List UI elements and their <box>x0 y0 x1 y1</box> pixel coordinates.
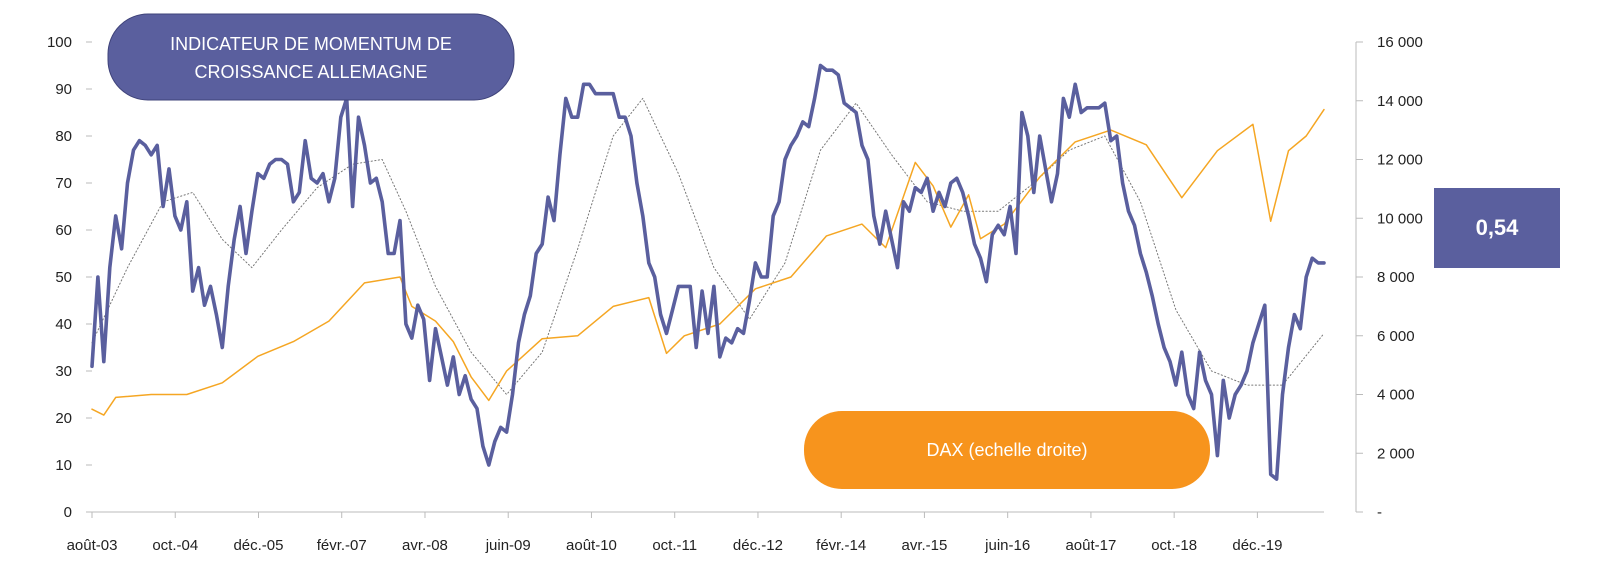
x-tick-label: oct.-11 <box>652 537 697 554</box>
series-smoothed-line <box>91 97 1325 395</box>
y-right-tick-label: 14 000 <box>1377 93 1423 110</box>
legend-momentum-badge <box>107 13 515 101</box>
legend-dax-badge <box>804 411 1210 489</box>
y-right-tick-label: 12 000 <box>1377 152 1423 169</box>
x-tick-label: août-10 <box>566 537 617 554</box>
series-momentum-line <box>90 63 1326 481</box>
y-right-tick-label: 4 000 <box>1377 387 1415 404</box>
y-left-tick-label: 40 <box>55 316 72 333</box>
x-tick-label: juin-09 <box>485 537 531 554</box>
legend-dax: DAX (echelle droite) <box>804 411 1210 489</box>
axes: 0 10 20 30 40 50 60 70 80 90 100 - 2 000 4 000 6 000 8 … <box>47 34 1423 554</box>
legends: INDICATEUR DE MOMENTUM DE CROISSANCE ALL… <box>107 13 1210 489</box>
x-tick-label: oct.-18 <box>1151 537 1197 554</box>
series-layer <box>90 63 1326 481</box>
legend-momentum-line-2: CROISSANCE ALLEMAGNE <box>194 62 427 82</box>
y-left-tick-label: 100 <box>47 34 72 51</box>
x-tick-label: déc.-12 <box>733 537 783 554</box>
y-right-tick-label: 16 000 <box>1377 34 1423 51</box>
x-tick-label: févr.-14 <box>816 537 866 554</box>
x-tick-label: juin-16 <box>984 537 1030 554</box>
y-right-tick-label: 6 000 <box>1377 328 1415 345</box>
y-right-tick-label: 2 000 <box>1377 445 1415 462</box>
value-annotation: 0,54 <box>1475 215 1519 240</box>
y-left-tick-label: 70 <box>55 175 72 192</box>
y-left-tick-label: 30 <box>55 363 72 380</box>
legend-momentum: INDICATEUR DE MOMENTUM DE CROISSANCE ALL… <box>107 13 515 101</box>
y-left-tick-label: 10 <box>55 457 72 474</box>
y-left-tick-label: 90 <box>55 81 72 98</box>
x-tick-label: févr.-07 <box>317 537 367 554</box>
y-right-tick-label: - <box>1377 504 1382 521</box>
x-tick-label: avr.-15 <box>902 537 948 554</box>
y-left-tick-label: 20 <box>55 410 72 427</box>
y-left-tick-label: 50 <box>55 269 72 286</box>
x-tick-label: oct.-04 <box>152 537 198 554</box>
y-right-tick-label: 8 000 <box>1377 269 1415 286</box>
series-dax-line <box>91 108 1325 416</box>
x-tick-label: avr.-08 <box>402 537 448 554</box>
legend-momentum-line-1: INDICATEUR DE MOMENTUM DE <box>170 34 452 54</box>
x-tick-label: août-03 <box>67 537 118 554</box>
y-right-tick-label: 10 000 <box>1377 210 1423 227</box>
value-annotation-box: 0,54 <box>1434 188 1560 268</box>
x-tick-label: déc.-05 <box>233 537 283 554</box>
y-left-tick-label: 60 <box>55 222 72 239</box>
x-tick-label: déc.-19 <box>1232 537 1282 554</box>
y-left-tick-label: 0 <box>64 504 72 521</box>
x-tick-label: août-17 <box>1065 537 1116 554</box>
legend-dax-label: DAX (echelle droite) <box>926 440 1087 460</box>
y-left-tick-label: 80 <box>55 128 72 145</box>
